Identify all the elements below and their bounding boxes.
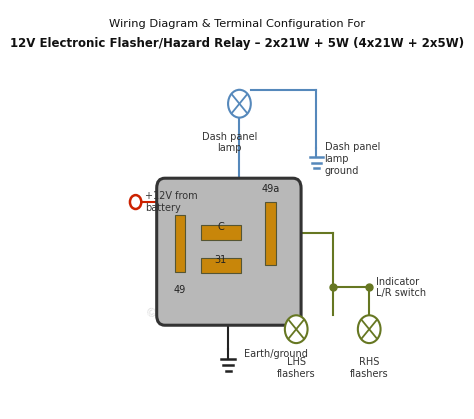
Bar [201,258,241,273]
Text: 49: 49 [173,285,185,295]
Text: Indicator
L/R switch: Indicator L/R switch [376,277,426,298]
Circle shape [285,315,308,343]
Text: 31: 31 [215,255,227,265]
Text: LHS
flashers: LHS flashers [277,357,316,379]
Text: Earth/ground: Earth/ground [244,349,308,359]
Text: 12V Electronic Flasher/Hazard Relay – 2x21W + 5W (4x21W + 2x5W): 12V Electronic Flasher/Hazard Relay – 2x… [10,37,464,50]
Text: Dash panel
lamp: Dash panel lamp [202,132,257,153]
Circle shape [130,195,141,209]
Text: 49a: 49a [261,184,279,194]
Text: Dash panel
lamp
ground: Dash panel lamp ground [325,142,380,176]
Bar [265,202,276,265]
Text: C: C [218,222,224,232]
Text: Wiring Diagram & Terminal Configuration For: Wiring Diagram & Terminal Configuration … [109,19,365,29]
Bar [201,225,241,240]
Circle shape [358,315,381,343]
Bar [174,215,185,272]
Circle shape [228,90,251,118]
Text: RHS
flashers: RHS flashers [350,357,389,379]
Text: +12V from
battery: +12V from battery [146,191,198,213]
Text: © 2013 12 Volt Planet Ltd: © 2013 12 Volt Planet Ltd [144,238,286,321]
FancyBboxPatch shape [157,178,301,325]
